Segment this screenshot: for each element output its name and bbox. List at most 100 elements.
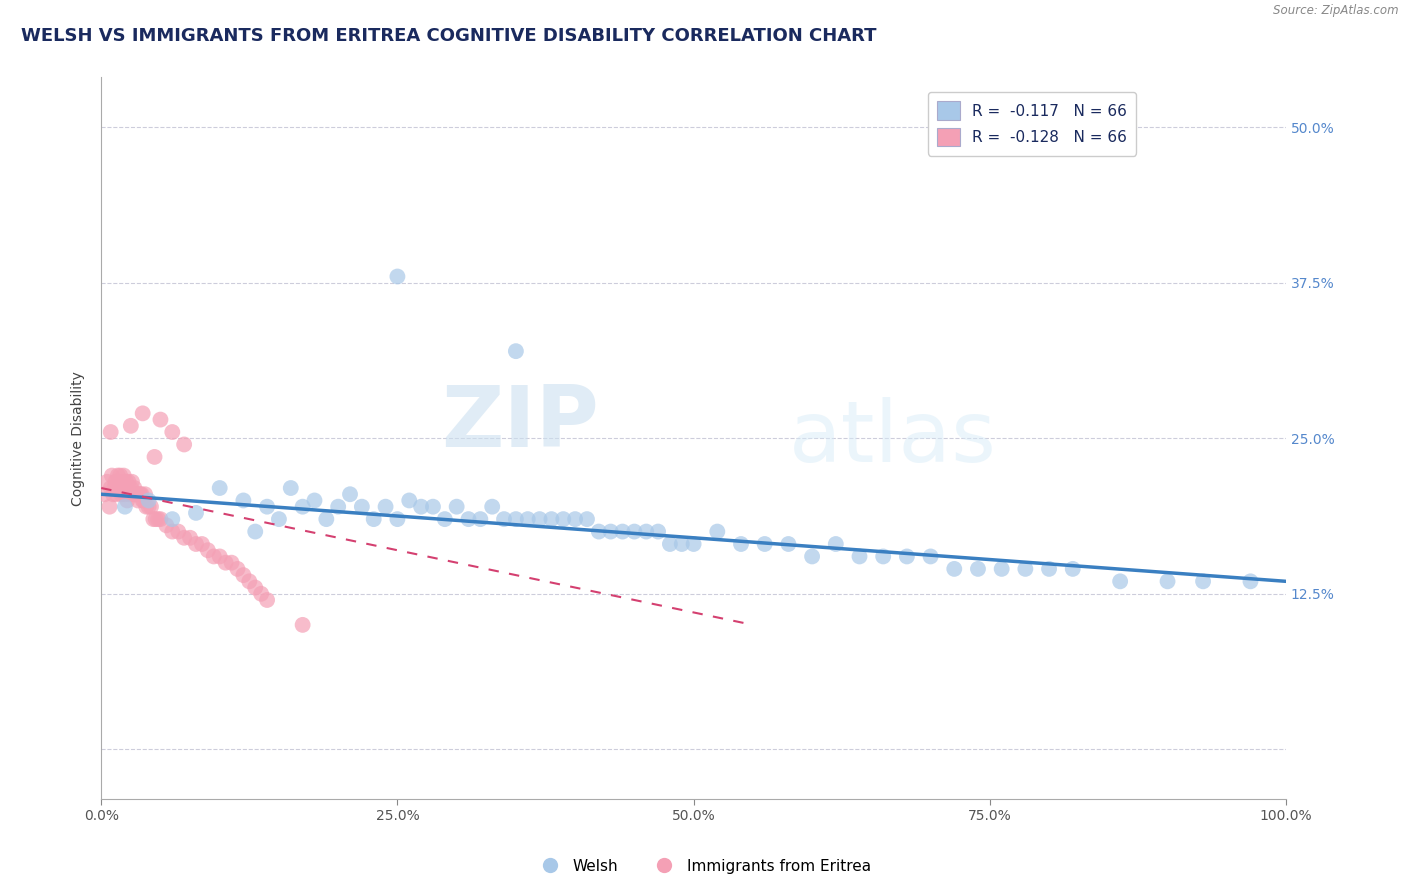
Point bbox=[529, 512, 551, 526]
Point bbox=[599, 524, 621, 539]
Point bbox=[138, 493, 160, 508]
Point bbox=[446, 500, 468, 514]
Point bbox=[872, 549, 894, 564]
Point bbox=[134, 487, 156, 501]
Point bbox=[481, 500, 503, 514]
Point bbox=[623, 524, 645, 539]
Point bbox=[540, 512, 562, 526]
Point bbox=[104, 475, 127, 489]
Point bbox=[139, 500, 162, 514]
Point bbox=[291, 618, 314, 632]
Point bbox=[117, 475, 139, 489]
Point bbox=[350, 500, 373, 514]
Point bbox=[315, 512, 337, 526]
Point bbox=[280, 481, 302, 495]
Point bbox=[801, 549, 824, 564]
Point bbox=[226, 562, 249, 576]
Point bbox=[457, 512, 479, 526]
Point bbox=[848, 549, 870, 564]
Point bbox=[131, 493, 153, 508]
Point bbox=[108, 468, 131, 483]
Point bbox=[173, 437, 195, 451]
Point bbox=[612, 524, 634, 539]
Point bbox=[824, 537, 846, 551]
Point bbox=[374, 500, 396, 514]
Point bbox=[127, 493, 149, 508]
Point bbox=[387, 512, 409, 526]
Point bbox=[135, 500, 157, 514]
Point bbox=[387, 269, 409, 284]
Point bbox=[184, 537, 207, 551]
Point bbox=[149, 512, 172, 526]
Point bbox=[754, 537, 776, 551]
Point bbox=[920, 549, 942, 564]
Point bbox=[967, 562, 990, 576]
Text: WELSH VS IMMIGRANTS FROM ERITREA COGNITIVE DISABILITY CORRELATION CHART: WELSH VS IMMIGRANTS FROM ERITREA COGNITI… bbox=[21, 27, 876, 45]
Point bbox=[1038, 562, 1060, 576]
Point bbox=[173, 531, 195, 545]
Point bbox=[128, 487, 150, 501]
Point bbox=[101, 487, 124, 501]
Point bbox=[129, 487, 152, 501]
Point bbox=[470, 512, 492, 526]
Point bbox=[221, 556, 243, 570]
Point bbox=[149, 412, 172, 426]
Legend: R =  -0.117   N = 66, R =  -0.128   N = 66: R = -0.117 N = 66, R = -0.128 N = 66 bbox=[928, 92, 1136, 155]
Point bbox=[304, 493, 326, 508]
Point bbox=[103, 481, 125, 495]
Point bbox=[658, 537, 681, 551]
Point bbox=[553, 512, 575, 526]
Point bbox=[167, 524, 190, 539]
Point bbox=[422, 500, 444, 514]
Point bbox=[98, 500, 121, 514]
Point bbox=[363, 512, 385, 526]
Point bbox=[1192, 574, 1215, 589]
Point bbox=[132, 493, 155, 508]
Point bbox=[245, 581, 267, 595]
Point bbox=[146, 512, 169, 526]
Point bbox=[105, 487, 128, 501]
Point bbox=[111, 475, 134, 489]
Point bbox=[256, 593, 278, 607]
Point bbox=[588, 524, 610, 539]
Text: atlas: atlas bbox=[789, 397, 997, 480]
Point bbox=[636, 524, 658, 539]
Point bbox=[208, 481, 231, 495]
Point bbox=[1014, 562, 1036, 576]
Point bbox=[328, 500, 350, 514]
Point bbox=[706, 524, 728, 539]
Point bbox=[339, 487, 361, 501]
Point bbox=[191, 537, 214, 551]
Point bbox=[142, 512, 165, 526]
Point bbox=[671, 537, 693, 551]
Point bbox=[256, 500, 278, 514]
Point bbox=[124, 487, 146, 501]
Point bbox=[125, 487, 148, 501]
Point bbox=[155, 518, 177, 533]
Point bbox=[232, 493, 254, 508]
Point bbox=[112, 468, 135, 483]
Point bbox=[114, 487, 136, 501]
Point bbox=[208, 549, 231, 564]
Point bbox=[108, 475, 131, 489]
Point bbox=[564, 512, 586, 526]
Point bbox=[433, 512, 456, 526]
Point bbox=[214, 556, 236, 570]
Point bbox=[117, 493, 139, 508]
Point bbox=[291, 500, 314, 514]
Point bbox=[145, 512, 167, 526]
Point bbox=[184, 506, 207, 520]
Point bbox=[202, 549, 225, 564]
Point bbox=[896, 549, 918, 564]
Point bbox=[1239, 574, 1261, 589]
Point bbox=[492, 512, 515, 526]
Point bbox=[118, 487, 141, 501]
Point bbox=[398, 493, 420, 508]
Point bbox=[131, 487, 153, 501]
Point bbox=[990, 562, 1012, 576]
Point bbox=[162, 524, 184, 539]
Point bbox=[179, 531, 201, 545]
Point bbox=[162, 425, 184, 439]
Y-axis label: Cognitive Disability: Cognitive Disability bbox=[72, 371, 86, 506]
Legend: Welsh, Immigrants from Eritrea: Welsh, Immigrants from Eritrea bbox=[529, 853, 877, 880]
